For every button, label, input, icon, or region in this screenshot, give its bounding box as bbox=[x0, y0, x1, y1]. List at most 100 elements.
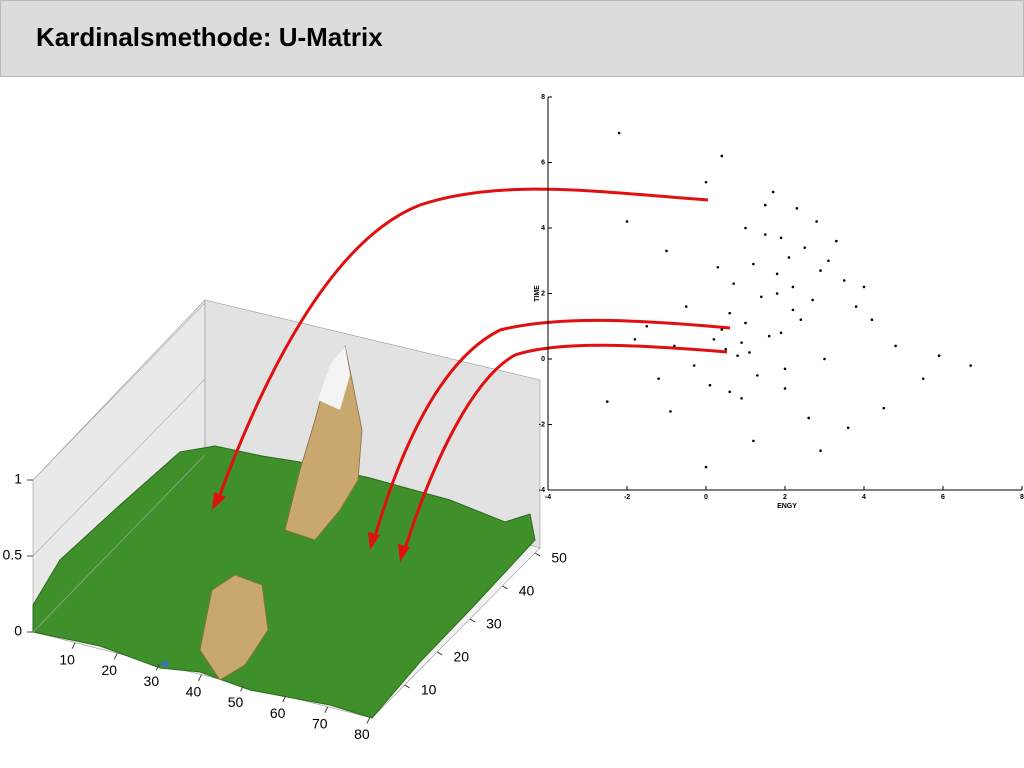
point bbox=[791, 308, 795, 312]
x-axis-label: ENGY bbox=[777, 503, 797, 510]
point bbox=[724, 347, 728, 351]
y-tick-label: 10 bbox=[421, 682, 437, 698]
point bbox=[645, 324, 649, 328]
point bbox=[633, 338, 637, 341]
x-tick-label: -4 bbox=[545, 494, 551, 501]
point bbox=[684, 305, 688, 308]
arrowhead bbox=[398, 544, 410, 562]
arrowhead bbox=[212, 492, 226, 510]
x-tick-label: 50 bbox=[228, 694, 244, 710]
point bbox=[752, 439, 755, 443]
point bbox=[835, 239, 838, 243]
y-tick bbox=[404, 684, 410, 689]
point bbox=[763, 233, 767, 236]
y-tick-label: 2 bbox=[541, 290, 545, 297]
point bbox=[811, 298, 814, 302]
point bbox=[799, 318, 803, 322]
header-band bbox=[0, 0, 1024, 77]
x-tick bbox=[197, 674, 202, 681]
y-tick bbox=[436, 651, 443, 656]
x-tick-label: 2 bbox=[783, 494, 787, 501]
x-tick bbox=[71, 642, 76, 649]
x-tick-label: 0 bbox=[704, 494, 708, 501]
point bbox=[894, 344, 897, 348]
point bbox=[625, 220, 629, 223]
x-tick-label: 70 bbox=[312, 715, 328, 731]
x-tick bbox=[155, 663, 160, 671]
arrowheads bbox=[212, 492, 410, 562]
y-tick-label: 50 bbox=[551, 550, 567, 566]
point bbox=[760, 295, 763, 299]
point bbox=[807, 416, 810, 420]
point bbox=[870, 318, 874, 322]
point bbox=[862, 285, 866, 289]
y-tick bbox=[534, 552, 541, 557]
point bbox=[692, 364, 696, 367]
x-tick bbox=[324, 706, 329, 714]
x-tick-label: -2 bbox=[624, 494, 630, 501]
point bbox=[728, 390, 731, 394]
point bbox=[744, 226, 747, 230]
point bbox=[728, 311, 731, 315]
x-tick bbox=[282, 695, 287, 703]
y-tick-label: 4 bbox=[541, 225, 545, 232]
point bbox=[708, 383, 712, 387]
point bbox=[827, 259, 830, 263]
arrowhead bbox=[368, 532, 380, 550]
z-grid bbox=[32, 454, 206, 633]
z-tick-label: 1 bbox=[14, 471, 22, 487]
surface-peak bbox=[199, 574, 269, 681]
point bbox=[882, 406, 886, 410]
x-tick-label: 10 bbox=[59, 651, 75, 667]
surface-plot: 10 20 30 40 50 60 70 80 10 20 30 40 50 0 0.5 1 bbox=[3, 299, 567, 742]
x-tick-label: 30 bbox=[144, 673, 160, 689]
x-tick bbox=[366, 717, 371, 724]
point bbox=[605, 400, 609, 403]
point bbox=[775, 272, 779, 276]
y-tick-label: 30 bbox=[486, 616, 502, 632]
point bbox=[756, 374, 759, 377]
point bbox=[795, 207, 799, 210]
point bbox=[787, 256, 791, 259]
surface-peak-top bbox=[318, 346, 350, 410]
point bbox=[617, 131, 621, 135]
point bbox=[842, 279, 846, 282]
point bbox=[657, 377, 660, 380]
arrow bbox=[402, 343, 728, 553]
point bbox=[744, 321, 747, 325]
point bbox=[771, 190, 775, 194]
point bbox=[819, 269, 822, 272]
x-tick bbox=[240, 685, 245, 692]
x-tick-label: 6 bbox=[941, 494, 945, 501]
point bbox=[775, 292, 779, 295]
point bbox=[736, 354, 739, 358]
point bbox=[673, 344, 676, 348]
point bbox=[720, 328, 724, 331]
point bbox=[779, 236, 783, 240]
point bbox=[763, 203, 767, 207]
y-tick-label: -2 bbox=[539, 421, 545, 428]
point bbox=[767, 334, 771, 338]
point bbox=[740, 341, 743, 344]
y-tick-label: 6 bbox=[541, 159, 545, 166]
point bbox=[819, 449, 822, 453]
point bbox=[815, 220, 818, 223]
arrow bbox=[216, 187, 709, 501]
x-tick-label: 8 bbox=[1020, 494, 1024, 501]
point bbox=[937, 354, 941, 358]
point bbox=[779, 331, 783, 335]
point bbox=[854, 305, 858, 308]
point bbox=[669, 410, 672, 413]
y-axis-label: TIME bbox=[534, 285, 541, 302]
point bbox=[665, 249, 668, 253]
x-tick bbox=[113, 653, 118, 660]
point bbox=[803, 246, 807, 249]
point bbox=[823, 357, 826, 361]
point bbox=[716, 266, 720, 269]
y-tick-label: -4 bbox=[539, 487, 545, 494]
z-grid bbox=[32, 302, 206, 481]
point bbox=[704, 180, 708, 184]
point bbox=[783, 367, 787, 371]
z-grid bbox=[32, 378, 206, 557]
